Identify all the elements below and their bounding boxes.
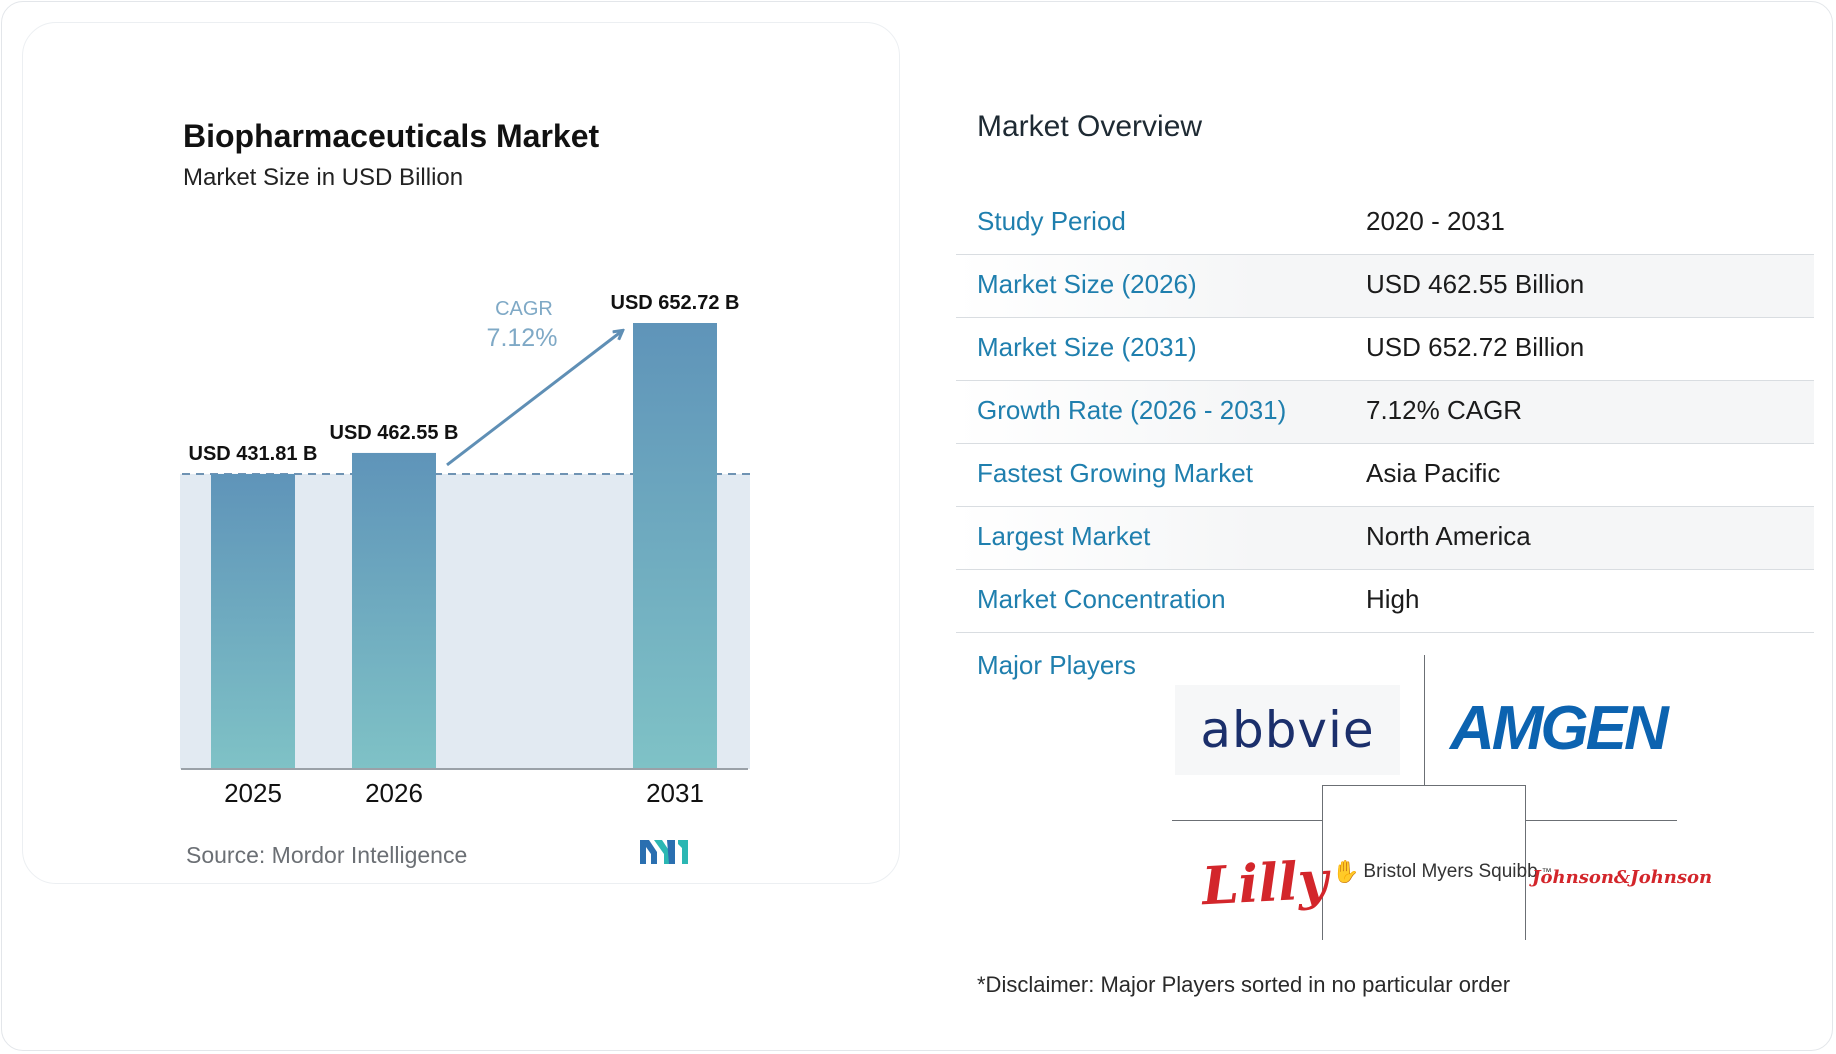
grid-divider (1172, 820, 1322, 821)
cagr-arrow (446, 331, 622, 467)
bar-value-label: USD 652.72 B (611, 292, 740, 314)
major-players-label: Major Players (977, 650, 1136, 680)
bar-value-label: USD 462.55 B (330, 422, 459, 444)
overview-label: Market Concentration (977, 584, 1226, 614)
overview-row-growth-rate: Growth Rate (2026 - 2031) 7.12% CAGR (956, 381, 1814, 444)
bar-chart: USD 431.81 B 2025 USD 462.55 B 2026 USD 652.… (180, 292, 752, 808)
major-players-grid: abbvie AMGEN Lilly ✋ Bristol Myers Squib… (1172, 655, 1712, 940)
grid-divider (1322, 785, 1323, 940)
bar-2031 (633, 323, 717, 769)
overview-row-fastest-growing: Fastest Growing Market Asia Pacific (956, 444, 1814, 507)
chart-subtitle: Market Size in USD Billion (183, 164, 464, 191)
chart-title: Biopharmaceuticals Market (183, 118, 600, 154)
overview-label: Study Period (977, 206, 1126, 236)
overview-row-market-size-2026: Market Size (2026) USD 462.55 Billion (956, 255, 1814, 318)
market-overview-table: Study Period 2020 - 2031 Market Size (20… (956, 192, 1814, 633)
overview-value: USD 462.55 Billion (1366, 269, 1585, 299)
abbvie-logo: abbvie (1175, 685, 1400, 775)
overview-label: Market Size (2026) (977, 269, 1197, 299)
overview-value: North America (1366, 521, 1531, 551)
lilly-logo: Lilly (1200, 849, 1330, 918)
mordor-intelligence-logo-icon (640, 840, 688, 864)
grid-divider (1525, 820, 1677, 821)
overview-value: Asia Pacific (1366, 458, 1501, 488)
overview-label: Fastest Growing Market (977, 458, 1253, 488)
overview-label: Growth Rate (2026 - 2031) (977, 395, 1287, 425)
overview-value: 7.12% CAGR (1366, 395, 1523, 425)
bar-value-label: USD 431.81 B (189, 443, 318, 465)
cagr-label: CAGR (495, 298, 553, 320)
overview-row-largest-market: Largest Market North America (956, 507, 1814, 570)
bms-hand-icon: ✋ (1332, 859, 1360, 884)
overview-value: USD 652.72 Billion (1366, 332, 1585, 362)
bar-2026 (352, 452, 436, 769)
overview-label: Largest Market (977, 521, 1151, 551)
bms-name: Bristol Myers Squibb (1363, 861, 1538, 882)
overview-row-market-size-2031: Market Size (2031) USD 652.72 Billion (956, 318, 1814, 381)
overview-value: 2020 - 2031 (1366, 206, 1505, 236)
overview-value: High (1366, 584, 1420, 614)
cagr-value: 7.12% (487, 324, 558, 352)
johnson-and-johnson-logo: Johnson&Johnson (1532, 867, 1713, 888)
disclaimer-text: *Disclaimer: Major Players sorted in no … (977, 972, 1511, 997)
market-overview-title: Market Overview (977, 110, 1203, 143)
overview-row-study-period: Study Period 2020 - 2031 (956, 192, 1814, 255)
amgen-logo: AMGEN (1450, 694, 1669, 763)
overview-row-concentration: Market Concentration High (956, 570, 1814, 633)
overview-label: Market Size (2031) (977, 332, 1197, 362)
x-tick-label: 2025 (224, 778, 282, 808)
x-tick-label: 2031 (646, 778, 704, 808)
bms-trademark: ™ (1541, 866, 1552, 878)
x-tick-label: 2026 (365, 778, 423, 808)
bar-2025 (211, 473, 295, 769)
bristol-myers-squibb-logo: ✋ Bristol Myers Squibb ™ (1332, 859, 1552, 885)
grid-divider (1322, 785, 1525, 786)
grid-divider (1525, 785, 1526, 940)
chart-source: Source: Mordor Intelligence (186, 842, 468, 868)
grid-divider (1424, 655, 1425, 785)
